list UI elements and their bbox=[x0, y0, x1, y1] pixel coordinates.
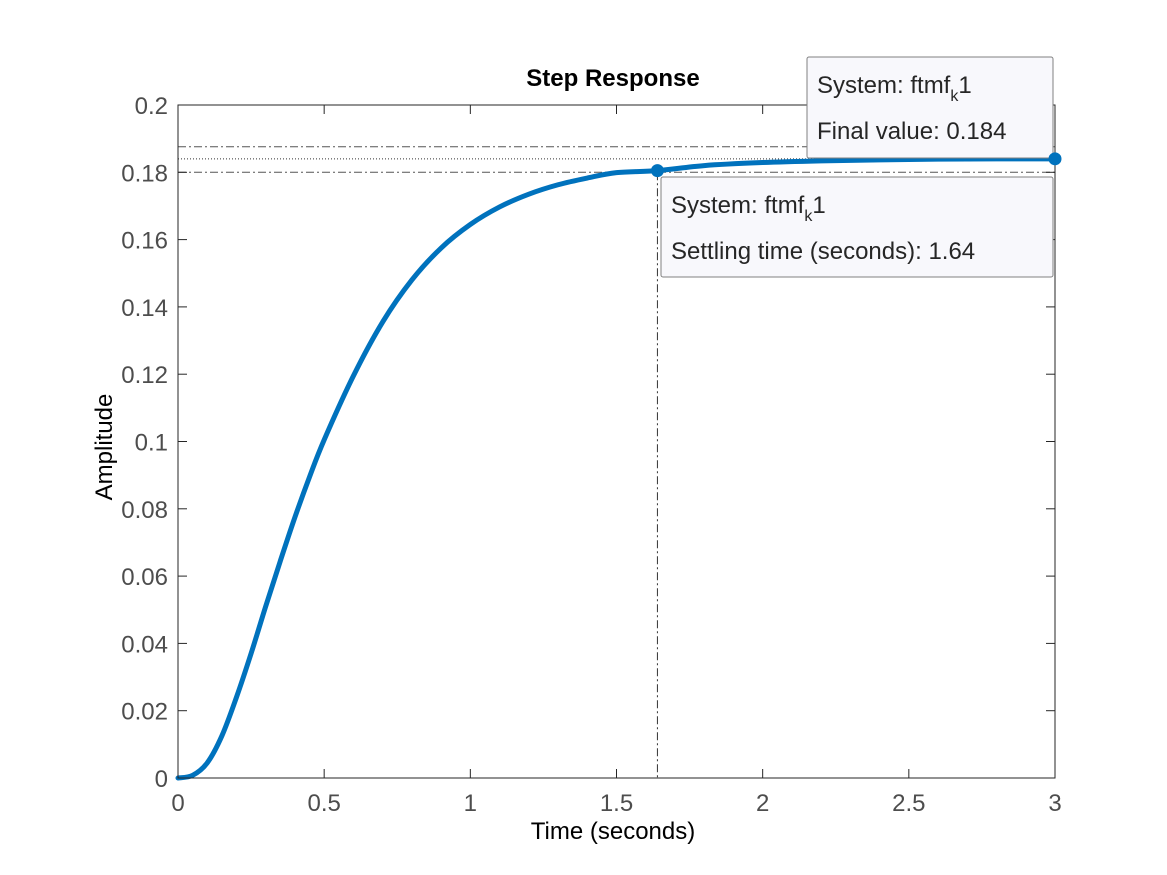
series-layer bbox=[175, 156, 1058, 781]
y-tick-label: 0.02 bbox=[121, 699, 168, 726]
y-axis-label: Amplitude bbox=[91, 394, 118, 501]
y-tick-label: 0.08 bbox=[121, 497, 168, 524]
y-tick-label: 0.18 bbox=[121, 160, 168, 187]
datatip-final-value[interactable]: System: ftmfk1 Final value: 0.184 bbox=[806, 56, 1062, 166]
datatip-system-label: System: ftmfk1 bbox=[671, 192, 826, 225]
datatip-box bbox=[806, 56, 1054, 159]
y-tick-label: 0.2 bbox=[135, 93, 168, 120]
x-tick-label: 2 bbox=[756, 790, 769, 817]
x-tick-label: 0.5 bbox=[307, 790, 340, 817]
y-tick-label: 0.06 bbox=[121, 564, 168, 591]
datatip-box bbox=[660, 176, 1054, 278]
y-tick-label: 0.1 bbox=[135, 430, 168, 457]
datatip-marker[interactable] bbox=[1048, 152, 1062, 166]
x-tick-label: 0 bbox=[171, 790, 184, 817]
datatip-settling-time[interactable]: System: ftmfk1 Settling time (seconds): 1… bbox=[650, 164, 1054, 278]
x-tick-label: 3 bbox=[1048, 790, 1061, 817]
x-tick-label: 1 bbox=[464, 790, 477, 817]
x-tick-label: 2.5 bbox=[892, 790, 925, 817]
ticks: 0 0.5 1 1.5 2 2.5 3 0 0.02 0.04 0.06 0.08 0.1 0.12 0.1… bbox=[121, 93, 1061, 817]
datatip-value-label: Final value: 0.184 bbox=[817, 118, 1006, 145]
y-tick-label: 0 bbox=[155, 766, 168, 793]
y-tick-label: 0.16 bbox=[121, 228, 168, 255]
y-tick-label: 0.12 bbox=[121, 362, 168, 389]
y-tick-label: 0.14 bbox=[121, 295, 168, 322]
chart-title: Step Response bbox=[526, 65, 699, 92]
datatip-value-label: Settling time (seconds): 1.64 bbox=[671, 238, 975, 265]
x-tick-label: 1.5 bbox=[600, 790, 633, 817]
datatip-system-label: System: ftmfk1 bbox=[817, 72, 972, 105]
x-axis-label: Time (seconds) bbox=[531, 818, 695, 845]
series-line-0[interactable] bbox=[175, 156, 1058, 781]
datatip-marker[interactable] bbox=[650, 164, 664, 178]
y-tick-label: 0.04 bbox=[121, 631, 168, 658]
